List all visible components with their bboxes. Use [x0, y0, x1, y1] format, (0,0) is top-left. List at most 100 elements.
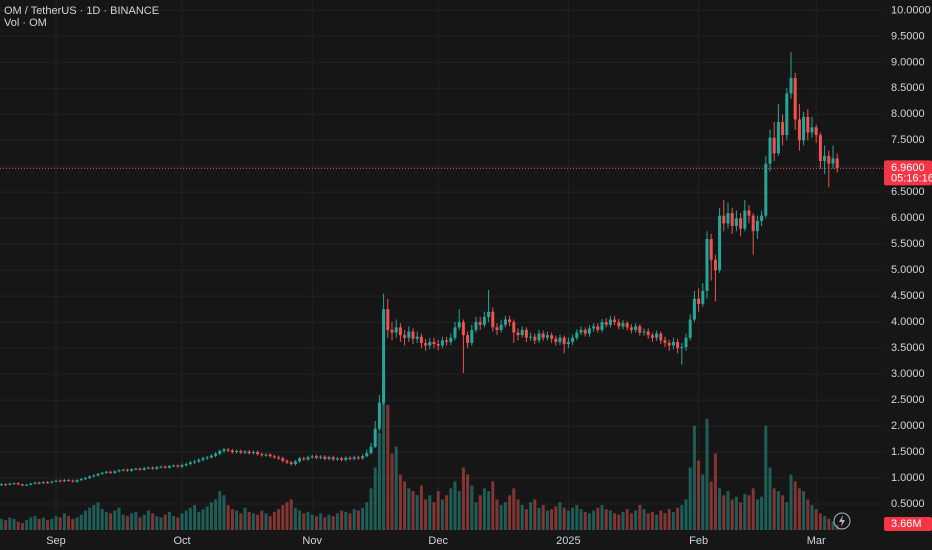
volume-bar: [167, 511, 171, 530]
candle-body: [260, 454, 264, 456]
candle-body: [394, 327, 398, 333]
volume-bar: [579, 509, 583, 530]
countdown: 05:16:16: [891, 172, 932, 184]
candle-body: [16, 483, 20, 485]
candle-body: [457, 322, 461, 328]
volume-bar: [142, 514, 146, 530]
candle-body: [734, 218, 738, 227]
volume-bar: [512, 488, 516, 530]
candle-body: [247, 451, 251, 454]
candle-body: [373, 428, 377, 447]
y-tick-label: 4.5000: [891, 290, 925, 302]
volume-bar: [659, 510, 663, 530]
volume-bar: [314, 516, 318, 530]
candle-body: [197, 459, 201, 462]
volume-bar: [205, 506, 209, 530]
candle-body: [823, 155, 827, 162]
candle-body: [600, 322, 604, 330]
candle-body: [667, 342, 671, 346]
volume-bar: [764, 425, 768, 530]
candle-body: [306, 457, 310, 460]
candle-body: [499, 324, 503, 330]
candle-body: [83, 478, 87, 480]
candle-body: [697, 298, 701, 304]
volume-bar: [470, 485, 474, 530]
volume-bar: [520, 505, 524, 530]
candle-body: [743, 210, 747, 229]
candle-body: [520, 329, 524, 336]
candle-body: [625, 323, 629, 328]
candle-body: [67, 480, 71, 482]
volume-bar: [499, 505, 503, 530]
candle-body: [46, 482, 50, 484]
y-tick-label: 10.0000: [891, 4, 931, 16]
candle-body: [709, 239, 713, 260]
candle-body: [789, 77, 793, 94]
candle-body: [155, 467, 159, 469]
volume-bar: [785, 502, 789, 530]
volume-bar: [428, 495, 432, 530]
candle-body: [713, 259, 717, 271]
volume-bar: [407, 488, 411, 530]
candle-body: [466, 335, 470, 343]
candle-body: [642, 331, 646, 333]
volume-bar: [8, 517, 12, 530]
volume-bar: [25, 520, 29, 530]
y-tick-label: 6.0000: [891, 212, 925, 224]
volume-bar: [680, 505, 684, 530]
candle-body: [71, 480, 75, 482]
volume-bar: [823, 516, 827, 530]
candle-body: [138, 468, 142, 470]
y-tick-label: 1.0000: [891, 472, 925, 484]
candle-body: [587, 328, 591, 334]
candle-body: [50, 481, 54, 483]
candle-body: [377, 402, 381, 429]
volume-title: Vol · OM: [4, 17, 47, 29]
candle-body: [629, 327, 633, 330]
icon-bolt[interactable]: [839, 515, 845, 527]
volume-bar: [424, 499, 428, 530]
volume-bar: [235, 510, 239, 530]
volume-bar: [104, 511, 108, 530]
icon-circle[interactable]: [833, 512, 851, 530]
candle-body: [159, 466, 163, 468]
volume-bar: [466, 474, 470, 530]
candle-body: [37, 482, 41, 484]
candle-body: [180, 465, 184, 467]
volume-bar: [629, 513, 633, 530]
candle-body: [785, 93, 789, 136]
y-tick-label: 8.0000: [891, 108, 925, 120]
volume-bar: [176, 517, 180, 530]
candle-body: [415, 336, 419, 339]
volume-bar: [701, 474, 705, 530]
replay-icon[interactable]: [833, 512, 851, 530]
volume-bar: [772, 488, 776, 530]
candle-body: [571, 337, 575, 342]
candle-body: [62, 480, 66, 482]
candle-body: [419, 336, 423, 343]
volume-bar: [613, 513, 617, 530]
candle-body: [272, 456, 276, 458]
candle-body: [688, 319, 692, 338]
candle-body: [327, 457, 331, 459]
candle-body: [298, 458, 302, 462]
candle-body: [331, 457, 335, 460]
x-tick-label: Nov: [302, 535, 322, 547]
volume-bar: [529, 502, 533, 530]
volume-bar: [776, 491, 780, 530]
volume-bar: [789, 474, 793, 530]
volume-bar: [67, 516, 71, 530]
volume-bar: [650, 511, 654, 530]
candle-body: [340, 458, 344, 460]
candle-body: [806, 116, 810, 133]
candle-body: [537, 333, 541, 341]
volume-bar: [755, 499, 759, 530]
candle-body: [482, 316, 486, 325]
candle-body: [596, 326, 600, 330]
volume-bar: [214, 499, 218, 530]
candle-body: [134, 468, 138, 470]
volume-bar: [734, 496, 738, 530]
candle-body: [218, 451, 222, 454]
candle-body: [453, 327, 457, 338]
candle-body: [529, 336, 533, 338]
